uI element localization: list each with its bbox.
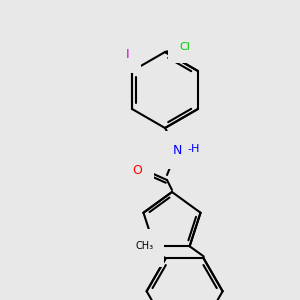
Text: O: O bbox=[141, 242, 151, 255]
Text: -H: -H bbox=[187, 144, 200, 154]
Text: N: N bbox=[172, 143, 182, 157]
Text: Cl: Cl bbox=[180, 42, 190, 52]
Text: I: I bbox=[125, 47, 129, 61]
Text: O: O bbox=[132, 164, 142, 178]
Text: CH₃: CH₃ bbox=[136, 242, 154, 251]
